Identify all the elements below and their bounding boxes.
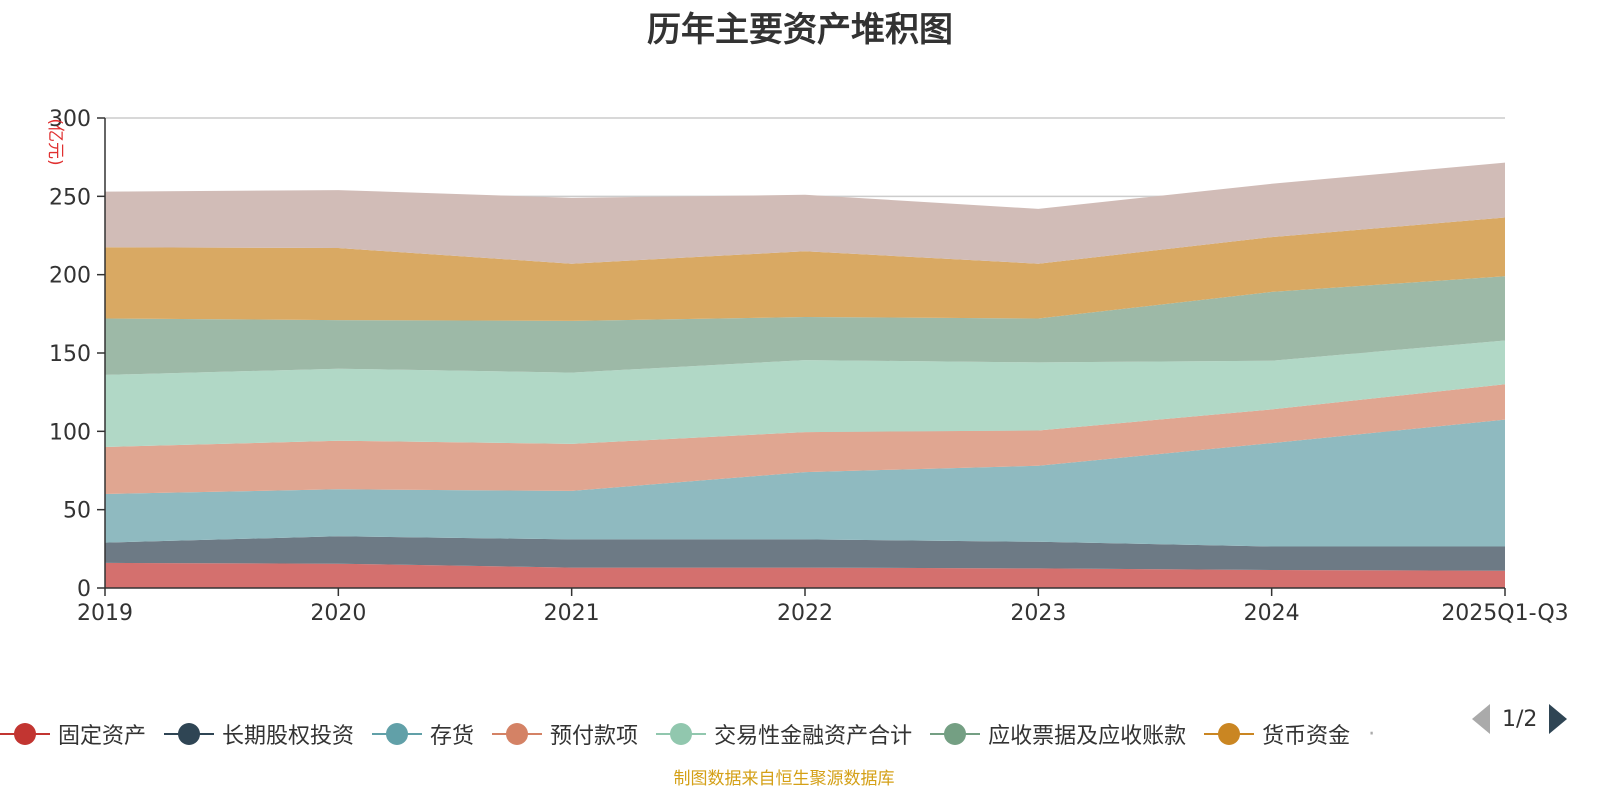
x-tick-label-3: 2022 [777,601,833,626]
legend-label: 存货 [430,724,475,749]
legend: 固定资产 长期股权投资 存货 预付款项 交易性金融资产合计 应收票据及应收账款 货币资金 · [0,716,1393,752]
legend-label: 预付款项 [550,724,639,749]
legend-item-6[interactable]: 货币资金 [1204,718,1350,750]
legend-label: 固定资产 [58,724,147,749]
legend-label: 交易性金融资产合计 [714,724,913,749]
legend-next-page-icon[interactable] [1549,704,1568,734]
chart-title: 历年主要资产堆积图 [647,10,953,50]
area-series-5[interactable] [105,276,1505,375]
legend-marker-icon [492,721,543,747]
legend-item-2[interactable]: 存货 [372,718,474,750]
y-axis-unit-label: (亿元) [45,118,65,165]
x-tick-label-5: 2024 [1244,601,1300,626]
axes: 0 50 100 150 200 250 300 2019 2020 2021 2022 2023 20… [49,107,1569,626]
legend-item-4[interactable]: 交易性金融资产合计 [656,718,912,750]
area-series-7[interactable] [105,162,1505,264]
legend-marker-icon [656,721,707,747]
legend-overflow-indicator: · [1368,721,1376,747]
legend-item-1[interactable]: 长期股权投资 [164,718,354,750]
area-series-0[interactable] [105,562,1505,588]
legend-label: 货币资金 [1262,724,1351,749]
legend-marker-icon [164,721,215,747]
legend-item-3[interactable]: 预付款项 [492,718,638,750]
x-tick-label-0: 2019 [77,601,133,626]
legend-item-5[interactable]: 应收票据及应收账款 [930,718,1186,750]
y-tick-label-2: 100 [49,420,91,445]
legend-marker-icon [372,721,423,747]
x-tick-label-1: 2020 [310,601,366,626]
legend-marker-icon [0,721,50,747]
area-series-2[interactable] [105,419,1505,547]
y-tick-label-6: 300 [49,107,91,132]
y-tick-label-3: 150 [49,342,91,367]
y-tick-label-4: 200 [49,264,91,289]
y-tick-label-5: 250 [49,185,91,210]
y-tick-label-1: 50 [63,499,91,524]
area-series-4[interactable] [105,340,1505,448]
x-tick-label-6: 2025Q1-Q3 [1441,601,1568,626]
stacked-areas [105,162,1505,588]
legend-prev-page-icon[interactable] [1472,704,1490,734]
legend-marker-icon [1204,721,1255,747]
legend-item-0[interactable]: 固定资产 [0,718,146,750]
legend-marker-icon [930,721,981,747]
data-source-note: 制图数据来自恒生聚源数据库 [673,769,895,789]
y-tick-label-0: 0 [77,577,91,602]
area-series-3[interactable] [105,384,1505,494]
legend-label: 长期股权投资 [222,724,355,749]
x-tick-label-4: 2023 [1010,601,1066,626]
legend-pager: 1/2 [1472,704,1568,734]
area-series-6[interactable] [105,217,1505,321]
legend-page-indicator: 1/2 [1502,706,1538,732]
legend-label: 应收票据及应收账款 [988,724,1187,749]
area-series-1[interactable] [105,536,1505,571]
x-tick-label-2: 2021 [544,601,600,626]
